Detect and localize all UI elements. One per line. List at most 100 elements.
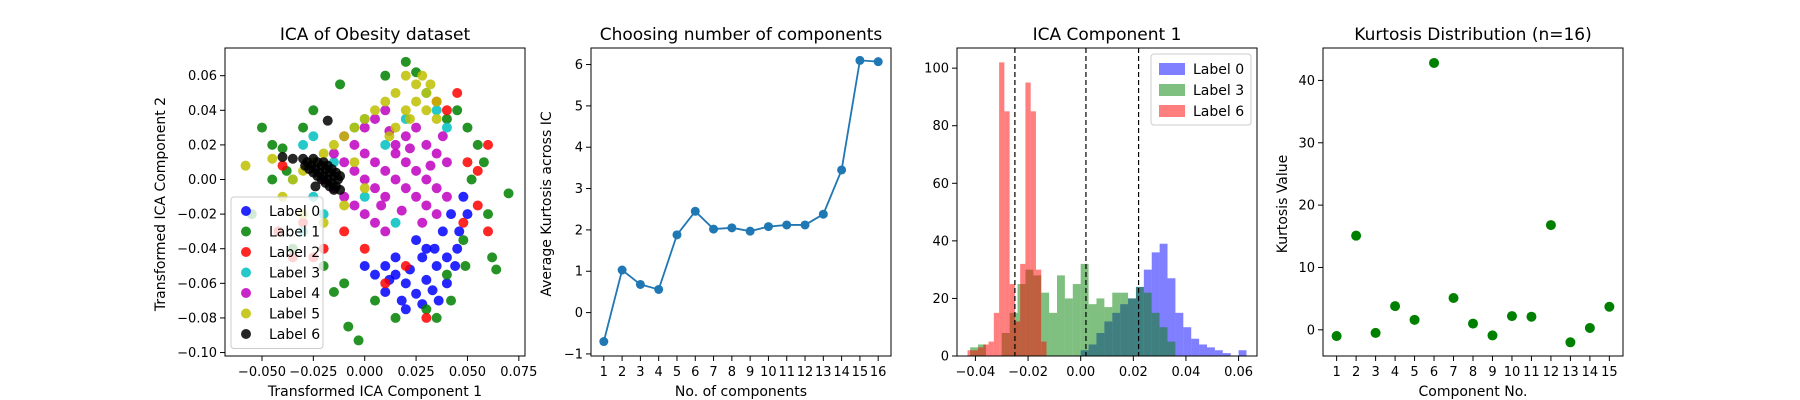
scatter-point-label-1 xyxy=(441,269,452,280)
scatter-point-label-4 xyxy=(421,174,432,185)
scatter-point-label-0 xyxy=(411,288,422,299)
ica-scatter-ytick-label: 0.02 xyxy=(188,138,217,153)
scatter-point-label-5 xyxy=(339,131,350,142)
ica-histogram-title: ICA Component 1 xyxy=(1033,25,1182,45)
histogram-bar-label-3 xyxy=(1159,327,1168,356)
kurtosis-distribution-xtick-label: 8 xyxy=(1469,365,1477,380)
histogram-bar-label-6 xyxy=(1009,284,1015,356)
kurtosis-distribution-xtick-label: 7 xyxy=(1449,365,1457,380)
scatter-point-label-1 xyxy=(380,70,391,81)
scatter-point-label-5 xyxy=(400,70,411,81)
ica-histogram-ytick-label: 0 xyxy=(941,350,949,365)
scatter-point-label-5 xyxy=(390,87,401,98)
kurtosis-value-point xyxy=(1506,311,1517,322)
kurtosis-value-point xyxy=(1526,311,1537,322)
scatter-point-label-5 xyxy=(359,183,370,194)
kurtosis-distribution-ytick-label: 0 xyxy=(1307,323,1315,338)
scatter-point-label-3 xyxy=(380,139,391,150)
scatter-point-label-5 xyxy=(240,160,251,171)
ica-scatter-xtick-label: 0.050 xyxy=(449,365,486,380)
scatter-point-label-4 xyxy=(380,105,391,116)
scatter-point-label-0 xyxy=(437,226,448,237)
scatter-point-label-2 xyxy=(277,160,288,171)
kurtosis-distribution-xtick-label: 14 xyxy=(1582,365,1599,380)
ica-scatter-legend-box xyxy=(230,196,324,349)
scatter-point-label-0 xyxy=(400,278,411,289)
scatter-point-label-1 xyxy=(483,209,494,220)
scatter-point-label-5 xyxy=(349,122,360,133)
histogram-bar-label-6 xyxy=(993,312,1000,356)
scatter-point-label-0 xyxy=(411,235,422,246)
scatter-point-label-4 xyxy=(431,148,442,159)
histogram-bar-label-6 xyxy=(999,62,1005,356)
kurtosis-line-point xyxy=(873,57,883,67)
histogram-bar-label-0 xyxy=(1167,278,1176,356)
scatter-point-label-5 xyxy=(349,157,360,168)
scatter-point-label-4 xyxy=(421,139,432,150)
kurtosis-line-point xyxy=(855,55,865,65)
legend-marker xyxy=(241,308,251,319)
scatter-point-label-1 xyxy=(267,139,278,150)
scatter-point-label-5 xyxy=(328,139,339,150)
legend-label: Label 3 xyxy=(1193,83,1244,99)
kurtosis-line-axes-frame xyxy=(590,47,892,357)
histogram-bar-label-6 xyxy=(972,350,979,356)
scatter-point-label-2 xyxy=(421,312,432,323)
scatter-point-label-4 xyxy=(349,200,360,211)
histogram-bar-label-3 xyxy=(1112,292,1121,356)
kurtosis-line-xtick-label: 1 xyxy=(600,365,608,380)
ica-scatter-axes-frame xyxy=(224,47,526,357)
histogram-bar-label-3 xyxy=(1167,341,1176,356)
ica-scatter-ytick-label: −0.06 xyxy=(177,277,217,292)
kurtosis-value-point xyxy=(1331,331,1342,342)
ica-scatter-ylabel: Transformed ICA Component 2 xyxy=(153,97,169,312)
legend-label: Label 6 xyxy=(269,327,320,343)
legend-marker xyxy=(241,288,251,298)
scatter-point-label-0 xyxy=(454,226,465,237)
scatter-point-label-2 xyxy=(400,261,411,272)
scatter-point-label-5 xyxy=(370,105,380,116)
kurtosis-value-point xyxy=(1545,220,1556,231)
histogram-bar-label-3 xyxy=(1080,263,1089,356)
histogram-bar-label-6 xyxy=(1030,111,1036,356)
ica-histogram-xtick-label: 0.00 xyxy=(1066,365,1095,380)
ica-histogram-ytick-label: 100 xyxy=(924,62,949,77)
scatter-point-label-4 xyxy=(328,148,339,159)
histogram-bar-label-3 xyxy=(1135,286,1144,356)
ica-scatter-title: ICA of Obesity dataset xyxy=(280,25,471,45)
scatter-point-label-4 xyxy=(380,191,391,202)
scatter-point-label-4 xyxy=(380,226,391,237)
ica-scatter-ytick-label: −0.08 xyxy=(177,311,217,326)
scatter-point-label-4 xyxy=(437,131,448,142)
legend-label: Label 6 xyxy=(1193,104,1244,120)
kurtosis-line-xlabel: No. of components xyxy=(675,384,807,400)
scatter-point-label-5 xyxy=(421,87,432,98)
kurtosis-line-xtick-label: 4 xyxy=(655,365,663,380)
scatter-point-label-0 xyxy=(370,269,380,280)
kurtosis-distribution-xtick-label: 4 xyxy=(1391,365,1399,380)
scatter-point-label-4 xyxy=(349,165,360,176)
kurtosis-line-point xyxy=(690,206,700,216)
ica-scatter-xtick-label: 0.000 xyxy=(346,365,383,380)
kurtosis-line-ytick-label: 3 xyxy=(575,182,583,197)
scatter-point-label-5 xyxy=(421,105,432,116)
ica-scatter-xlabel: Transformed ICA Component 1 xyxy=(267,384,482,400)
scatter-point-label-4 xyxy=(359,122,370,133)
scatter-point-label-4 xyxy=(425,160,436,171)
kurtosis-value-point xyxy=(1429,57,1440,68)
scatter-point-label-4 xyxy=(421,200,432,211)
scatter-point-label-0 xyxy=(390,252,401,263)
histogram-bar-label-6 xyxy=(1020,263,1026,356)
scatter-point-label-2 xyxy=(472,200,483,211)
histogram-bar-label-3 xyxy=(1104,307,1113,356)
scatter-point-label-4 xyxy=(376,200,387,211)
scatter-point-label-0 xyxy=(452,243,463,254)
histogram-bar-label-6 xyxy=(983,344,989,356)
scatter-point-label-1 xyxy=(478,157,489,168)
scatter-point-label-6 xyxy=(310,181,321,192)
scatter-point-label-2 xyxy=(483,139,494,150)
scatter-point-label-4 xyxy=(359,148,370,159)
scatter-point-label-1 xyxy=(466,174,477,185)
kurtosis-value-point xyxy=(1409,314,1420,325)
scatter-point-label-3 xyxy=(308,131,319,142)
